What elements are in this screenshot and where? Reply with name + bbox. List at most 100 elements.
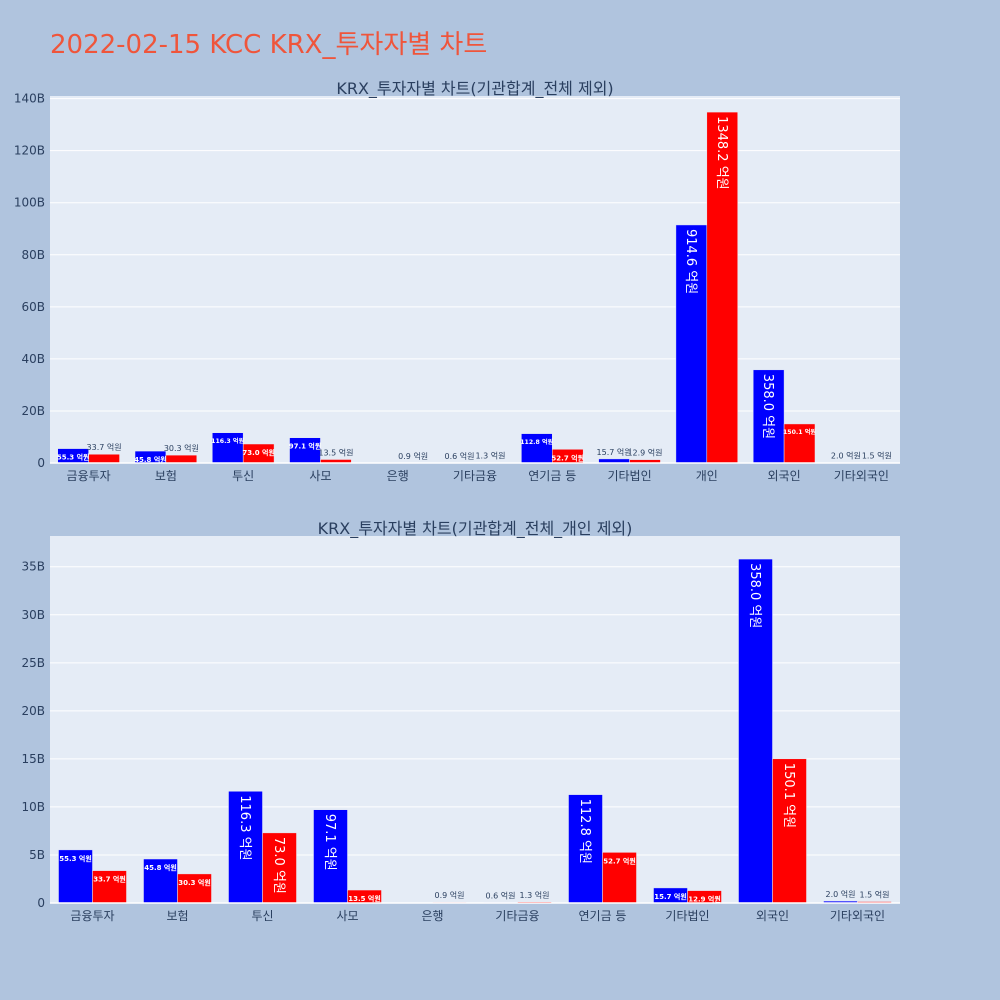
bar-buy	[752, 369, 785, 464]
y-tick-label: 35B	[21, 560, 45, 574]
data-label: 150.1 억원	[783, 428, 816, 436]
data-label: 30.3 억원	[178, 878, 211, 887]
x-tick-label: 기타금융	[453, 469, 497, 483]
x-tick-label: 기타외국인	[830, 909, 885, 923]
data-label: 358.0 억원	[747, 563, 762, 628]
data-label: 30.3 억원	[164, 443, 199, 453]
chart-top: KRX_투자자별 차트(기관합계_전체 제외) 0 20B 40B 60B 80B 100B…	[14, 79, 900, 483]
data-label: 33.7 억원	[87, 442, 122, 452]
x-tick-label: 금융투자	[67, 469, 111, 483]
y-tick-label: 20B	[21, 404, 45, 418]
data-label: 13.5 억원	[318, 447, 353, 457]
y-tick-label: 25B	[21, 656, 45, 670]
data-label: 1.3 억원	[520, 890, 550, 900]
data-label: 73.0 억원	[271, 837, 286, 894]
x-tick-label: 연기금 등	[528, 469, 576, 483]
data-label: 1.3 억원	[475, 451, 505, 461]
x-tick-label: 사모	[336, 909, 358, 923]
data-label: 112.8 억원	[520, 438, 553, 446]
plot-title: KRX_투자자별 차트(기관합계_전체_개인 제외)	[318, 519, 633, 539]
y-tick-label: 10B	[21, 800, 45, 814]
x-tick-label: 외국인	[756, 909, 789, 923]
bar-buy	[212, 432, 244, 464]
data-label: 55.3 억원	[59, 854, 92, 863]
data-label: 97.1 억원	[289, 442, 322, 451]
y-tick-label: 100B	[14, 196, 45, 210]
data-label: 1348.2 억원	[714, 116, 729, 190]
data-label: 0.9 억원	[398, 451, 428, 461]
data-label: 52.7 억원	[603, 856, 636, 865]
x-tick-label: 개인	[696, 469, 718, 483]
data-label: 15.7 억원	[597, 447, 632, 457]
x-tick-label: 기타법인	[665, 909, 709, 923]
bar-buy	[313, 809, 348, 904]
bar-buy	[675, 224, 708, 464]
data-label: 2.0 억원	[831, 450, 861, 460]
bar-buy	[58, 849, 93, 904]
bar-buy	[228, 791, 263, 904]
y-tick-label: 80B	[21, 248, 45, 262]
data-label: 914.6 억원	[683, 229, 698, 294]
data-label: 116.3 억원	[237, 795, 252, 860]
chart-bottom: KRX_투자자별 차트(기관합계_전체_개인 제외) 0 5B 10B 15B 20B 25…	[21, 519, 900, 923]
x-tick-label: 투신	[232, 469, 254, 483]
y-tick-label: 30B	[21, 608, 45, 622]
x-tick-label: 은행	[387, 468, 409, 483]
data-label: 112.8 억원	[577, 799, 592, 864]
bar-sell	[783, 423, 816, 464]
data-label: 2.0 억원	[826, 889, 856, 899]
data-label: 45.8 억원	[144, 863, 177, 872]
data-label: 1.5 억원	[862, 451, 892, 461]
x-tick-label: 연기금 등	[579, 909, 627, 923]
bar-sell	[88, 453, 120, 464]
x-tick-label: 투신	[251, 909, 273, 923]
x-tick-label: 기타외국인	[834, 469, 889, 483]
bar-sell	[772, 758, 807, 904]
x-tick-label: 보험	[155, 469, 177, 483]
data-label: 13.5 억원	[348, 894, 381, 903]
data-label: 97.1 억원	[322, 814, 337, 871]
x-tick-label: 금융투자	[70, 909, 114, 923]
page-title: 2022-02-15 KCC KRX_투자자별 차트	[50, 30, 488, 60]
x-tick-label: 은행	[421, 908, 443, 923]
y-tick-label: 120B	[14, 144, 45, 158]
data-label: 55.3 억원	[57, 453, 90, 462]
y-tick-label: 140B	[14, 92, 45, 106]
x-tick-label: 보험	[166, 909, 188, 923]
data-label: 45.8 억원	[134, 455, 167, 464]
bar-sell	[602, 852, 637, 904]
data-label: 15.7 억원	[654, 892, 687, 901]
x-tick-label: 기타금융	[495, 909, 539, 923]
bar-sell	[177, 873, 212, 904]
y-tick-label: 20B	[21, 704, 45, 718]
data-label: 12.9 억원	[627, 448, 662, 458]
bar-sell	[165, 454, 198, 464]
data-label: 52.7 억원	[551, 453, 584, 462]
data-label: 116.3 억원	[211, 437, 244, 445]
y-tick-label: 5B	[29, 848, 45, 862]
data-label: 0.6 억원	[486, 890, 516, 900]
plot-title: KRX_투자자별 차트(기관합계_전체 제외)	[336, 79, 613, 99]
data-label: 358.0 억원	[760, 374, 775, 439]
bar-buy	[738, 558, 773, 904]
y-tick-label: 15B	[21, 752, 45, 766]
x-tick-label: 외국인	[768, 469, 801, 483]
bar-sell	[706, 111, 738, 464]
data-label: 33.7 억원	[93, 875, 126, 884]
x-tick-label: 사모	[309, 469, 331, 483]
bar-buy	[143, 858, 178, 904]
y-tick-label: 40B	[21, 352, 45, 366]
x-tick-label: 기타법인	[607, 469, 651, 483]
data-label: 0.9 억원	[435, 890, 465, 900]
data-label: 1.5 억원	[860, 890, 890, 900]
bar-sell	[262, 832, 297, 904]
bar-buy	[521, 433, 553, 464]
y-tick-label: 0	[37, 456, 45, 470]
data-label: 150.1 억원	[781, 763, 796, 828]
y-tick-label: 0	[37, 896, 45, 910]
y-tick-label: 60B	[21, 300, 45, 314]
data-label: 73.0 억원	[242, 448, 275, 457]
data-label: 0.6 억원	[445, 451, 475, 461]
bar-sell	[92, 870, 127, 904]
data-label: 12.9 억원	[688, 895, 721, 904]
